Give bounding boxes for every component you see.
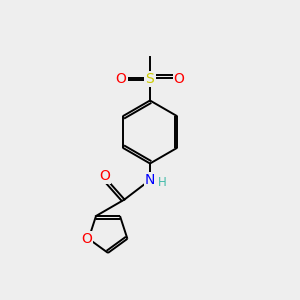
Text: N: N	[145, 173, 155, 187]
Text: O: O	[99, 169, 110, 182]
Text: S: S	[146, 72, 154, 86]
Text: H: H	[158, 176, 167, 189]
Text: O: O	[116, 72, 126, 86]
Text: O: O	[81, 232, 92, 246]
Text: O: O	[174, 72, 184, 86]
